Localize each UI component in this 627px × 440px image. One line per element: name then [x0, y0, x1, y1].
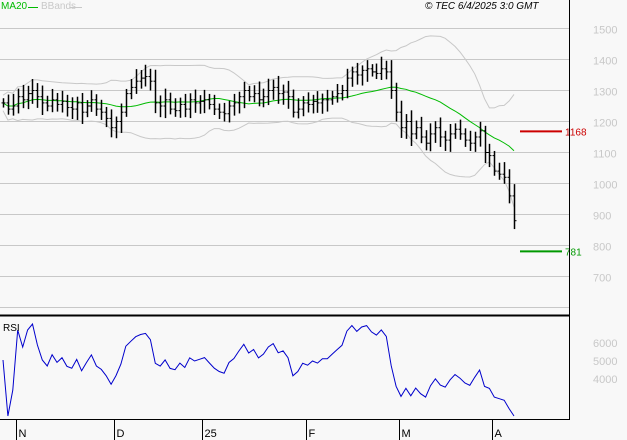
- legend-bbands: BBands: [41, 1, 77, 12]
- y-tick-label: 700: [593, 273, 611, 285]
- ma20-line: [2, 86, 515, 152]
- y-tick-label: 900: [593, 211, 611, 223]
- copyright: © TEC 6/4/2025 3:0 GMT: [425, 1, 539, 12]
- rsi-tick-label: 4000: [593, 374, 617, 386]
- legend-bbands-swatch: [70, 7, 82, 8]
- x-tick-label: N: [19, 428, 27, 440]
- bband-upper-line: [2, 35, 515, 109]
- rsi-title: RSI: [3, 323, 20, 334]
- rsi-line: [2, 322, 515, 417]
- y-tick-label: 1200: [593, 118, 617, 130]
- x-tick-label: F: [309, 428, 316, 440]
- rsi-tick-label: 5000: [593, 356, 617, 368]
- x-tick-label: M: [402, 428, 411, 440]
- y-tick-label: 1400: [593, 56, 617, 68]
- level-label: 1168: [565, 127, 587, 138]
- y-tick-label: 1500: [593, 25, 617, 37]
- x-tick-label: 25: [205, 428, 217, 440]
- legend-ma20: MA20: [1, 1, 28, 12]
- y-tick-label: 1300: [593, 87, 617, 99]
- bband-lower-line: [2, 110, 515, 208]
- legend-ma20-swatch: [28, 7, 38, 8]
- y-tick-label: 1000: [593, 180, 617, 192]
- y-tick-label: 800: [593, 242, 611, 254]
- rsi-tick-label: 6000: [593, 338, 617, 350]
- y-tick-label: 1100: [593, 149, 617, 161]
- x-tick-label: D: [117, 428, 125, 440]
- x-tick-label: A: [495, 428, 503, 440]
- level-label: 781: [565, 247, 582, 258]
